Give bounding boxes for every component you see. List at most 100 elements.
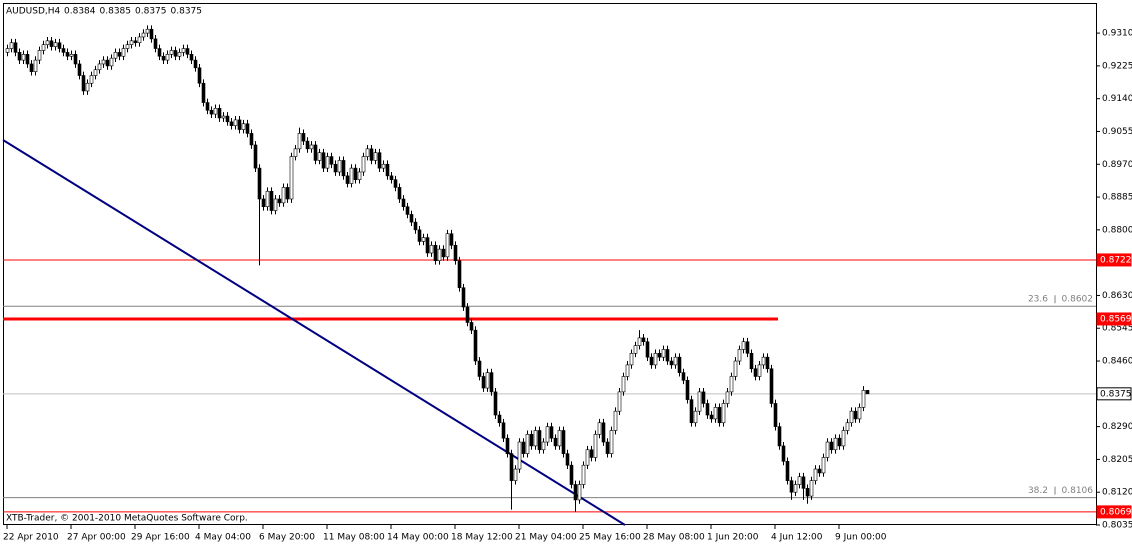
price-label-bg [1096,312,1132,326]
candle-body [5,48,10,53]
candle-body [729,376,734,393]
candle-body [129,40,134,45]
candle-body [429,244,434,254]
y-tick-label: 0.8630 [1102,291,1132,301]
candle-body [297,133,302,150]
candle-body [165,54,170,61]
candle-body [825,441,830,458]
y-tick-label: 0.8205 [1102,455,1132,465]
candle-body [93,69,98,76]
candle-body [585,449,590,466]
candle-body [789,480,794,493]
candle-body [793,484,798,493]
candle-body [145,28,150,34]
candle-body [577,484,582,501]
candle-body [833,437,838,451]
price-label-bg [1096,253,1132,267]
candle-body [177,52,182,57]
candle-body [625,364,630,377]
x-tick-label: 25 May 16:00 [579,533,641,543]
x-tick-label: 27 Apr 00:00 [67,533,126,543]
candle-body [565,453,570,466]
candle-body [461,287,466,308]
candle-body [113,52,118,59]
candle-body [569,464,574,485]
candle-body [253,144,258,169]
candle-body [617,391,622,412]
candle-body [121,48,126,57]
candle-body [501,422,506,439]
candle-body [193,59,198,69]
candle-body [157,48,162,57]
candle-body [821,457,826,474]
candle-body [465,306,470,323]
candle-body [497,414,502,424]
candle-body [657,353,662,358]
x-tick-label: 6 May 20:00 [259,533,315,543]
candle-body [173,50,178,57]
candle-body [453,244,458,262]
candle-body [837,437,842,447]
candle-body [861,390,866,408]
candle-body [117,52,122,57]
candle-body [65,52,70,57]
candle-body [169,50,174,55]
candle-body [557,430,562,447]
x-tick-label: 18 May 12:00 [451,533,513,543]
candle-body [137,36,142,44]
y-tick-label: 0.8970 [1102,160,1132,170]
candle-body [189,54,194,61]
candle-body [265,190,270,208]
candle-body [781,445,786,462]
candle-body [85,82,90,92]
candle-body [217,108,222,119]
candle-body [33,59,38,72]
candle-body [865,390,870,395]
candle-body [197,67,202,84]
candle-body [69,54,74,57]
candle-body [81,75,86,92]
candle-body [29,63,34,72]
candle-body [329,156,334,165]
candle-body [573,484,578,501]
candle-body [281,187,286,204]
candle-body [373,152,378,161]
plot-frame [3,3,1097,525]
candle-body [345,175,350,184]
candle-body [377,152,382,169]
x-tick-label: 22 Apr 2010 [3,533,59,543]
candle-body [109,57,114,67]
candle-body [405,206,410,215]
candle-body [25,54,30,65]
header-value: 0.8375 [171,7,203,17]
candle-body [413,221,418,231]
candle-body [477,360,482,377]
candle-body [609,430,614,454]
candle-body [533,430,538,447]
y-tick-label: 0.9310 [1102,29,1132,39]
candle-body [717,407,722,424]
candle-body [805,488,810,497]
candle-body [541,441,546,451]
y-tick-label: 0.8800 [1102,225,1132,235]
candle-body [597,422,602,435]
candle-body [693,410,698,424]
candle-body [509,453,514,481]
candle-body [645,341,650,358]
price-label: 0.8722 [1100,255,1132,265]
candle-body [797,476,802,485]
candle-body [269,190,274,211]
candle-body [817,468,822,474]
candle-body [421,237,426,242]
candle-body [653,353,658,366]
candle-body [245,123,250,134]
candle-body [689,399,694,424]
x-tick-label: 4 Jun 12:00 [771,533,823,543]
fibo-level: 23.6 [1028,295,1048,305]
x-tick-label: 29 Apr 16:00 [131,533,190,543]
candle-body [353,167,358,181]
candle-body [745,341,750,354]
candle-body [777,426,782,447]
candle-body [829,441,834,451]
candle-body [601,422,606,443]
